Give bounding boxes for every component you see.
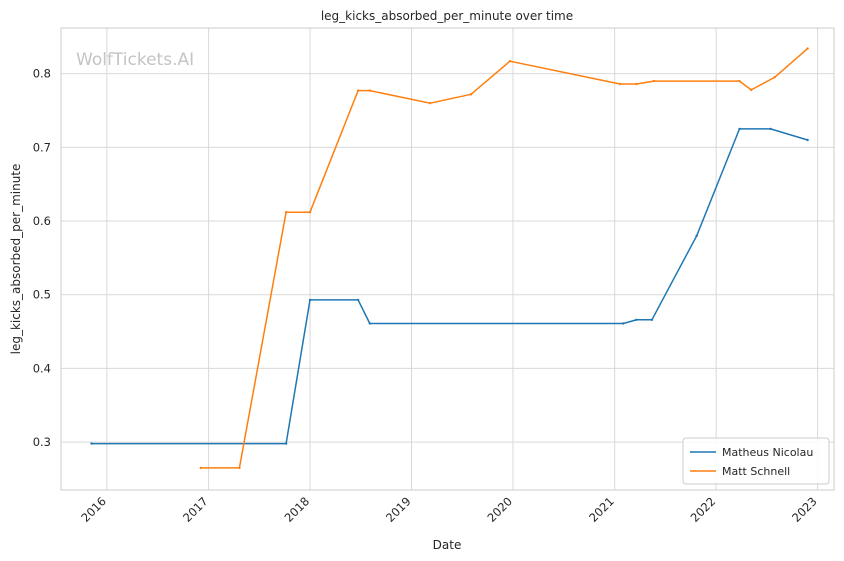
data-point-matt-schnell [618,82,622,86]
data-point-matt-schnell [749,88,753,92]
y-axis-label: leg_kicks_absorbed_per_minute [9,164,23,355]
data-point-matheus-nicolau [356,298,360,302]
chart-title: leg_kicks_absorbed_per_minute over time [321,9,573,23]
data-point-matheus-nicolau [650,318,654,321]
legend-label-matheus-nicolau: Matheus Nicolau [722,446,813,459]
data-point-matt-schnell [238,466,241,470]
data-point-matheus-nicolau [284,442,288,445]
data-point-matt-schnell [773,76,776,79]
series-line-matheus-nicolau [91,128,808,445]
data-point-matt-schnell [199,466,203,470]
data-point-matheus-nicolau [368,322,372,325]
y-tick-label: 0.8 [33,67,51,81]
y-tick-label: 0.4 [33,361,51,375]
data-point-matt-schnell [368,89,372,92]
data-point-matheus-nicolau [635,318,638,321]
data-point-matheus-nicolau [90,442,93,445]
data-point-matt-schnell [284,211,288,214]
y-tick-label: 0.7 [33,140,51,154]
data-point-matheus-nicolau [695,234,698,237]
y-axis-ticks: 0.3 0.4 0.5 0.6 0.7 0.8 [33,67,51,449]
data-point-matheus-nicolau [738,127,741,131]
watermark-text: WolfTickets.AI [76,50,194,70]
data-point-matheus-nicolau [806,138,809,142]
grid [61,28,834,490]
data-point-matheus-nicolau [622,322,625,325]
plot-frame [60,27,835,491]
y-tick-label: 0.6 [33,214,51,228]
series-line-matt-schnell [200,48,809,469]
legend-box [682,437,830,485]
data-point-matt-schnell [469,93,473,96]
data-point-matt-schnell [738,79,741,83]
data-point-matt-schnell [356,89,360,92]
data-point-matt-schnell [428,101,432,105]
legend-label-matt-schnell: Matt Schnell [722,465,790,478]
y-tick-label: 0.3 [33,435,51,449]
data-point-matt-schnell [652,79,656,83]
data-point-matheus-nicolau [308,298,312,302]
x-axis-label: Date [433,538,462,552]
legend: Matheus Nicolau Matt Schnell [682,437,830,485]
y-tick-label: 0.5 [33,288,51,302]
series-layer [90,47,809,470]
data-point-matt-schnell [806,47,809,50]
data-point-matheus-nicolau [769,127,772,131]
data-point-matt-schnell [635,82,638,86]
data-point-matt-schnell [308,211,312,214]
data-point-matt-schnell [508,59,512,63]
